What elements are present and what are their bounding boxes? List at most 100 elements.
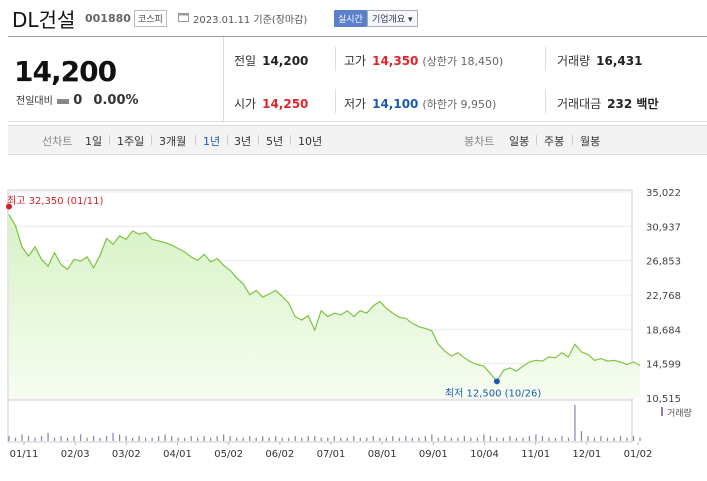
volume-bar <box>262 436 264 441</box>
tab-3m[interactable]: 3개월 <box>159 135 187 148</box>
volume-bar <box>346 437 348 441</box>
volume-bar <box>398 437 400 441</box>
volume-bar <box>190 436 192 441</box>
x-tick-label: 09/01 <box>419 449 448 460</box>
price-change: 전일대비 0 0.00% <box>16 92 139 108</box>
chart-period-tabs: 선차트 1일 1주일 3개월 1년 3년 5년 10년 봉차트 일봉 주봉 월봉 <box>8 125 707 155</box>
y-tick-label: 26,853 <box>646 257 681 268</box>
volume-bar <box>307 436 309 441</box>
high-value: 14,350 <box>372 54 419 68</box>
tab-10y[interactable]: 10년 <box>298 135 323 148</box>
realtime-button[interactable]: 실시간 <box>334 10 367 27</box>
volume-bar <box>242 437 244 441</box>
volume-bar <box>528 436 531 441</box>
volume-bar <box>548 437 550 441</box>
amount-value: 232 백만 <box>607 97 659 111</box>
x-tick-label: 03/02 <box>112 449 141 460</box>
volume-bar <box>509 436 511 441</box>
volume-bar <box>554 437 557 441</box>
volume-bar <box>14 437 17 441</box>
volume-bar <box>535 434 537 441</box>
volume-bar <box>444 436 446 441</box>
open: 시가 14,250 <box>234 95 308 112</box>
volume-bar <box>366 437 368 441</box>
volume-bar <box>496 437 498 441</box>
calendar-icon <box>178 13 189 22</box>
volume-bar <box>502 437 504 441</box>
tab-monthly[interactable]: 월봉 <box>580 135 601 148</box>
y-tick-label: 35,022 <box>646 188 681 199</box>
volume-bar <box>53 437 56 441</box>
candle-chart-label: 봉차트 <box>464 135 495 148</box>
volume-bar <box>470 437 472 441</box>
current-price-box: 14,200 전일대비 0 0.00% <box>8 37 224 121</box>
tab-1y[interactable]: 1년 <box>203 135 221 148</box>
x-tick-label: 01/11 <box>10 449 39 460</box>
volume-value: 16,431 <box>596 54 643 68</box>
x-tick-label: 11/01 <box>521 449 550 460</box>
volume-bar <box>8 436 10 441</box>
volume-bar <box>236 437 238 441</box>
volume-bar <box>392 436 394 441</box>
volume-bar <box>145 437 147 441</box>
tab-1w[interactable]: 1주일 <box>117 135 145 148</box>
volume-bar <box>151 437 153 441</box>
company-overview-dropdown[interactable]: 기업개요 ▾ <box>367 10 418 27</box>
low-label: 저가 <box>344 97 367 111</box>
low: 저가 14,100 (하한가 9,950) <box>344 95 496 112</box>
tab-1d[interactable]: 1일 <box>85 135 103 148</box>
tab-weekly[interactable]: 주봉 <box>544 135 565 148</box>
volume-bar <box>372 436 374 441</box>
min-marker <box>493 378 500 385</box>
volume-bar <box>515 437 518 441</box>
volume-bar <box>541 436 544 441</box>
low-value: 14,100 <box>372 97 419 111</box>
volume-bar <box>288 437 290 441</box>
volume-bar <box>431 434 433 441</box>
high: 고가 14,350 (상한가 18,450) <box>344 52 503 69</box>
volume-bar <box>489 436 491 441</box>
market-badge: 코스피 <box>134 10 167 27</box>
volume-bar <box>223 434 225 441</box>
tab-3y[interactable]: 3년 <box>234 135 252 148</box>
x-tick-label: 10/04 <box>470 449 499 460</box>
volume-legend-icon <box>661 407 663 416</box>
prev-close-label: 전일 <box>234 54 257 68</box>
volume-bar <box>275 436 277 441</box>
stock-header: DL건설 001880 코스피 2023.01.11 기준(장마감) 실시간 기… <box>0 0 707 36</box>
volume-bar <box>86 437 88 441</box>
x-tick-label: 12/01 <box>572 449 601 460</box>
volume-bar <box>600 436 602 441</box>
volume-bar <box>476 437 478 441</box>
volume-bar <box>34 437 36 441</box>
volume-bar <box>203 436 205 441</box>
price-chart: 35,022 30,937 26,853 22,768 18,684 14,599 10,5… <box>0 160 707 477</box>
volume-bar <box>79 434 82 441</box>
volume-bar <box>294 436 296 441</box>
volume-bar <box>255 437 257 441</box>
price-chart-svg: 35,022 30,937 26,853 22,768 18,684 14,599 10,5… <box>6 188 692 460</box>
tab-5y[interactable]: 5년 <box>266 135 284 148</box>
as-of-date: 2023.01.11 기준(장마감) <box>193 15 308 26</box>
min-label: 최저 12,500 (10/26) <box>445 387 541 399</box>
volume-label: 거래량 <box>557 54 591 68</box>
volume-bar <box>66 437 69 441</box>
volume-bar <box>626 437 628 441</box>
volume-bar <box>171 436 173 441</box>
volume-bar <box>197 437 199 441</box>
volume-bar <box>574 405 576 441</box>
tab-daily[interactable]: 일봉 <box>509 135 530 148</box>
max-label: 최고 32,350 (01/11) <box>7 195 103 207</box>
change-value: 0 <box>73 93 83 108</box>
volume-bar <box>411 437 413 441</box>
volume-bar <box>184 437 186 441</box>
high-label: 고가 <box>344 54 367 68</box>
max-marker <box>6 203 12 210</box>
volume-bar <box>105 436 108 441</box>
price-line <box>8 214 641 383</box>
volume-bar <box>522 437 524 441</box>
volume-bar <box>639 437 641 441</box>
volume-stat: 거래량 16,431 <box>557 52 642 69</box>
y-tick-label: 10,515 <box>646 394 681 405</box>
current-price: 14,200 <box>14 55 117 88</box>
